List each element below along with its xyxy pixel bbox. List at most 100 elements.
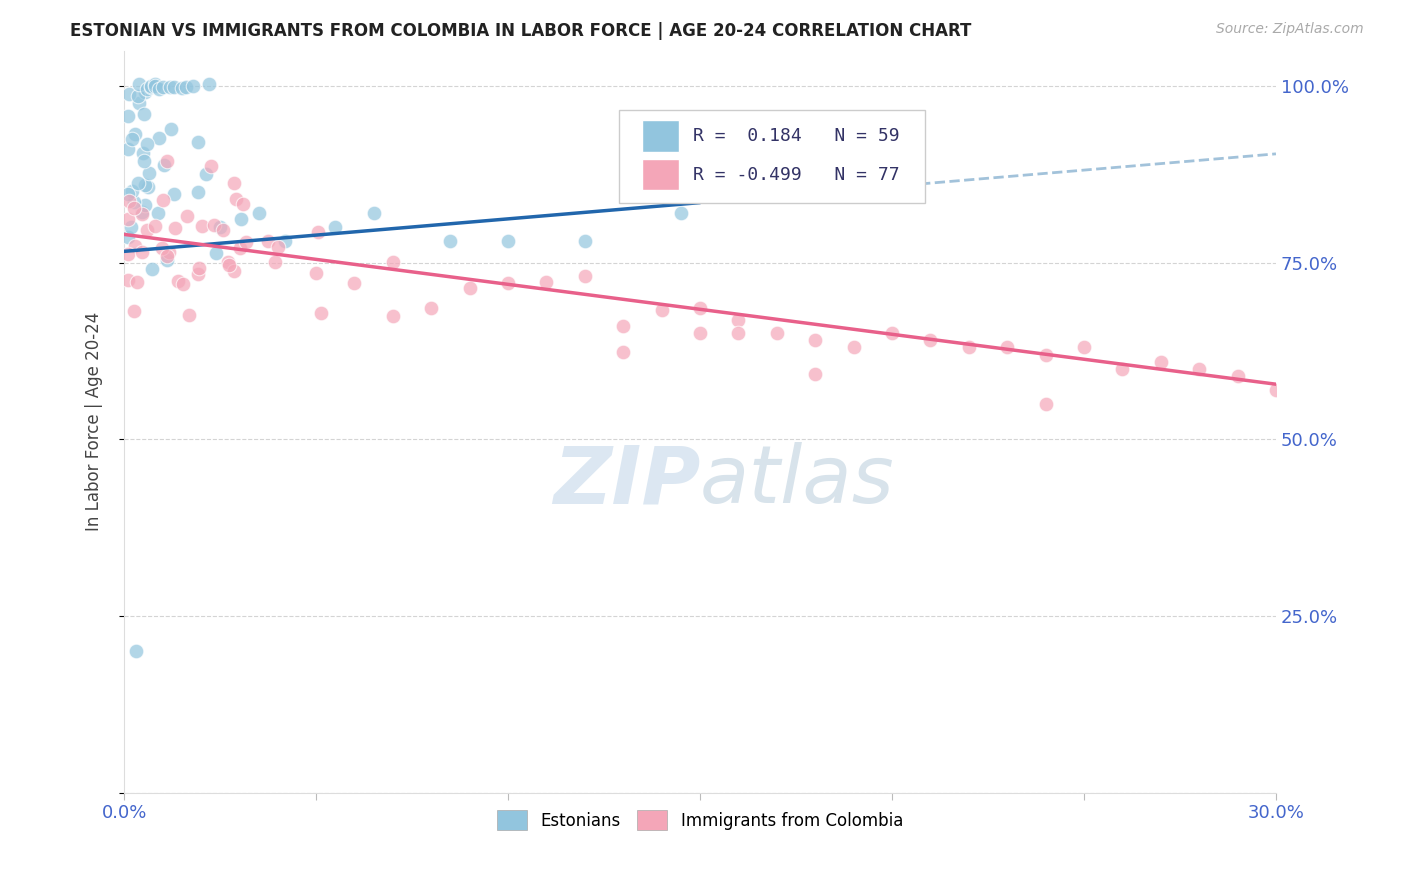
Point [920,334,942,348]
Y-axis label: In Labor Force | Age 20-24: In Labor Force | Age 20-24 [86,312,103,532]
Point [152,193,174,207]
Point [323,220,346,235]
Point [136,179,159,194]
Text: Source: ZipAtlas.com: Source: ZipAtlas.com [1216,22,1364,37]
Point [117,87,139,102]
Point [141,262,163,277]
Point [381,255,404,269]
Point [136,81,159,95]
Point [264,254,287,268]
Point [117,186,139,201]
Point [496,235,519,249]
Point [118,194,141,208]
Point [156,153,179,168]
Point [187,185,209,199]
Point [122,194,145,209]
Point [177,308,200,322]
Point [309,306,332,320]
Point [689,326,711,341]
Point [124,238,146,252]
Point [842,341,865,355]
Point [257,234,280,248]
Point [307,225,329,239]
Point [131,205,153,219]
Point [117,273,139,287]
Point [150,241,173,255]
Point [143,78,166,92]
Point [167,274,190,288]
Point [187,267,209,281]
Point [124,644,146,658]
Point [122,304,145,318]
Legend: Estonians, Immigrants from Colombia: Estonians, Immigrants from Colombia [491,804,910,837]
Text: atlas: atlas [700,442,894,520]
Point [1035,347,1057,361]
Point [117,142,139,156]
Point [157,245,180,260]
Point [127,89,149,103]
Point [132,153,155,168]
Point [117,109,139,123]
Point [176,209,198,223]
Point [159,80,181,95]
Point [159,121,181,136]
Point [343,276,366,290]
Point [217,255,239,269]
FancyBboxPatch shape [620,110,925,202]
Point [131,207,153,221]
Point [135,137,157,152]
Text: ZIP: ZIP [553,442,700,520]
Point [128,96,150,111]
Point [536,275,558,289]
Bar [643,120,679,152]
Point [187,261,209,276]
Point [225,192,247,206]
Point [363,206,385,220]
Point [134,86,156,100]
Point [134,178,156,193]
Point [152,80,174,95]
Point [128,77,150,91]
Point [132,107,155,121]
Point [305,266,328,280]
Text: R =  0.184   N = 59: R = 0.184 N = 59 [693,127,900,145]
Point [669,206,692,220]
Point [131,146,153,161]
Point [117,229,139,244]
Point [156,249,179,263]
Point [174,79,197,94]
Point [231,212,253,227]
Point [148,130,170,145]
Point [138,166,160,180]
Point [420,301,443,315]
Point [612,319,634,334]
Point [124,127,146,141]
Point [209,220,232,235]
Point [139,80,162,95]
Point [181,79,204,94]
Point [458,281,481,295]
Text: R = -0.499   N = 77: R = -0.499 N = 77 [693,166,900,184]
Point [143,79,166,94]
Point [121,132,143,146]
Point [139,79,162,94]
Point [148,81,170,95]
Point [135,223,157,237]
Point [197,77,219,91]
Point [202,219,225,233]
Point [274,235,297,249]
Point [612,345,634,359]
Point [574,268,596,283]
Point [125,275,148,289]
Point [766,326,789,341]
Point [957,341,980,355]
Point [880,326,903,341]
Point [224,176,246,190]
Point [766,163,789,178]
Point [1226,368,1249,383]
Point [689,301,711,315]
Point [200,159,222,173]
Point [1035,397,1057,411]
Point [191,219,214,233]
Point [165,221,187,235]
